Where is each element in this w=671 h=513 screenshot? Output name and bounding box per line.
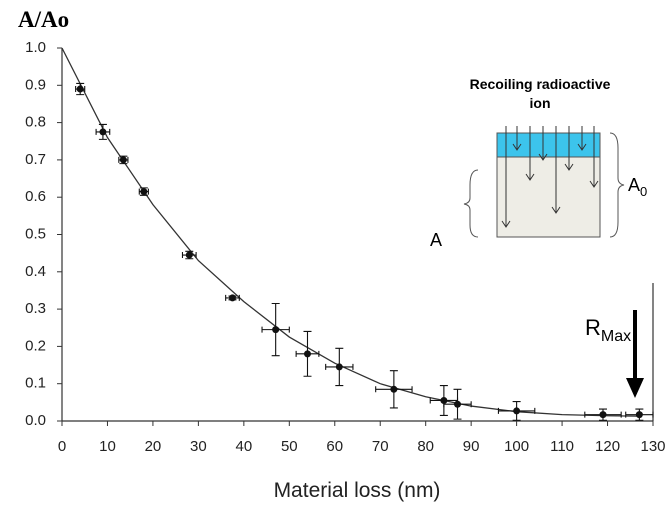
y-tick-label: 0.3 [25,300,46,317]
label-base: A [628,175,640,195]
x-axis-label: Material loss (nm) [274,479,441,502]
x-tick-label: 90 [463,438,480,455]
x-tick-label: 110 [550,438,574,455]
x-tick-label: 0 [58,438,66,455]
x-tick-label: 30 [190,438,207,455]
y-tick-label: 0.4 [25,263,46,280]
inset-title: Recoiling radioactive [470,76,611,92]
inset-layer [496,132,601,158]
inset-arrows [501,126,599,228]
data-point [440,396,448,404]
label-sub: Max [601,328,631,345]
x-tick-label: 40 [236,438,253,455]
rmax-label: RMax [585,315,631,345]
y-tick-label: 0.2 [25,337,46,354]
x-tick-label: 80 [417,438,434,455]
brace [609,132,625,238]
y-tick-label: 0.5 [25,225,46,242]
x-tick-label: 70 [372,438,389,455]
y-tick-label: 0.9 [25,76,46,93]
data-point [335,363,343,371]
data-point [635,411,643,419]
y-tick-label: 0.8 [25,114,46,131]
fit-curve [61,47,640,417]
data-point [303,350,311,358]
rmax-arrowhead [626,378,644,398]
data-point [185,251,193,259]
x-tick-label: 100 [504,438,529,455]
label-sub: 0 [640,184,647,199]
data-point [99,128,107,136]
data-point [228,294,236,302]
y-tick-label: 0.0 [25,412,46,429]
inset-label: A0 [628,175,647,199]
x-tick-label: 130 [640,438,665,455]
y-tick-label: 0.7 [25,151,46,168]
y-tick-label: 1.0 [25,39,46,56]
inset-label: A [430,230,442,250]
label-base: R [585,315,601,340]
chart-title: A/Ao [18,7,69,32]
x-tick-label: 60 [326,438,343,455]
data-point [272,326,280,334]
brace [463,169,479,238]
x-tick-label: 10 [99,438,116,455]
data-point [454,400,462,408]
data-point [140,188,148,196]
y-tick-label: 0.1 [25,375,46,392]
x-tick-label: 50 [281,438,298,455]
x-tick-label: 120 [595,438,620,455]
inset: Recoiling radioactive ion A A0 [430,76,647,250]
data-point [599,411,607,419]
x-tick-label: 20 [145,438,162,455]
inset-title: ion [530,95,551,111]
data-point [76,85,84,93]
data-point [119,156,127,164]
y-tick-label: 0.6 [25,188,46,205]
data-point [390,385,398,393]
data-point [513,407,521,415]
